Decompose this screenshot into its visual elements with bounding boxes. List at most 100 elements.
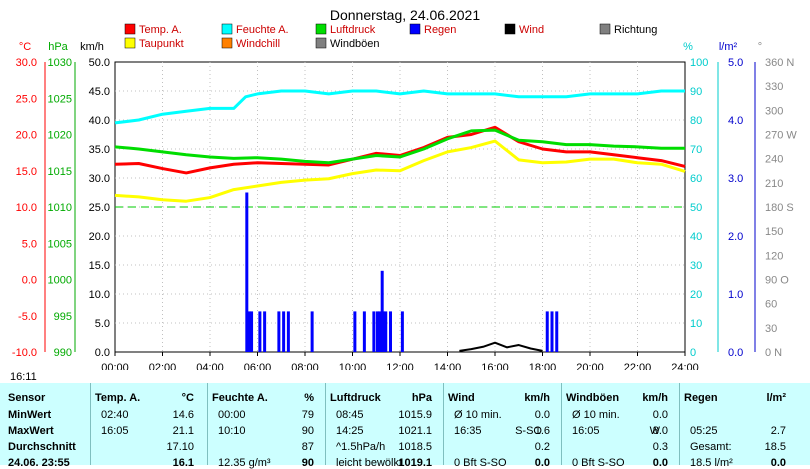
- legend-swatch: [599, 23, 611, 35]
- legend-swatch: [221, 37, 233, 49]
- axis-tick-dir: 210: [765, 178, 783, 190]
- legend-label: Luftdruck: [330, 24, 376, 36]
- axis-tick-dir: 300: [765, 105, 783, 117]
- rain-bar: [555, 311, 559, 352]
- axis-tick-temp: -5.0: [18, 311, 37, 323]
- axis-tick-rain: 2.0: [728, 231, 743, 243]
- rain-bar: [384, 311, 388, 352]
- cell-value: 18.5: [764, 441, 786, 453]
- rain-bar: [378, 311, 382, 352]
- rain-bar: [258, 311, 262, 352]
- cell-value: 2.7: [770, 425, 786, 437]
- series-line: [459, 341, 543, 352]
- cell-dir: W: [649, 425, 660, 437]
- axis-tick-wind: 0.0: [95, 347, 110, 359]
- cell-time: 16:05: [572, 425, 600, 437]
- axis-unit-press: hPa: [48, 41, 68, 53]
- cell-value: 21.1: [172, 425, 194, 437]
- axis-tick-press: 1030: [48, 57, 72, 69]
- axis-tick-hum: 10: [690, 318, 702, 330]
- axis-tick-rain: 0.0: [728, 347, 743, 359]
- cell-value: 1015.9: [398, 409, 432, 421]
- column-unit: km/h: [524, 392, 550, 404]
- legend-swatch: [221, 23, 233, 35]
- cell-value: 8.0: [652, 425, 668, 437]
- cell-value: 0.2: [534, 441, 550, 453]
- column-header: Luftdruck: [330, 392, 381, 404]
- legend-swatch: [315, 37, 327, 49]
- axis-tick-dir: 150: [765, 226, 783, 238]
- legend-swatch: [409, 23, 421, 35]
- cell-value: 0.0: [770, 457, 786, 469]
- axis-tick-dir: 30: [765, 323, 777, 335]
- chart-title: Donnerstag, 24.06.2021: [330, 7, 480, 23]
- axis-tick-wind: 15.0: [89, 260, 110, 272]
- axis-tick-temp: 0.0: [22, 275, 37, 287]
- axis-unit-temp: °C: [19, 41, 31, 53]
- column-unit: km/h: [642, 392, 668, 404]
- rain-bar: [286, 311, 290, 352]
- rain-bar: [250, 311, 254, 352]
- cell-time: 05:25: [690, 425, 718, 437]
- axis-tick-hum: 20: [690, 289, 702, 301]
- axis-tick-press: 1015: [48, 166, 72, 178]
- column-divider: [679, 383, 680, 465]
- row-label: Durchschnitt: [8, 441, 76, 453]
- cell-time: 14:25: [336, 425, 364, 437]
- cell-time: 00:00: [218, 409, 246, 421]
- rain-bar: [400, 311, 404, 352]
- rain-bar: [282, 311, 286, 352]
- cell-time: Ø 10 min.: [572, 409, 620, 421]
- cell-time: ^1.5hPa/h: [336, 441, 386, 453]
- cell-value: 0.0: [534, 409, 550, 421]
- rain-bar: [362, 311, 366, 352]
- axis-tick-rain: 5.0: [728, 57, 743, 69]
- axis-tick-hum: 100: [690, 57, 708, 69]
- rain-bar: [310, 311, 314, 352]
- grid: [114, 61, 686, 353]
- column-divider: [443, 383, 444, 465]
- axis-tick-press: 1020: [48, 130, 72, 142]
- column-unit: %: [304, 392, 314, 404]
- axis-tick-hum: 0: [690, 347, 696, 359]
- rain-bar: [353, 311, 357, 352]
- axis-tick-hum: 40: [690, 231, 702, 243]
- column-unit: °C: [181, 392, 194, 404]
- axis-tick-wind: 25.0: [89, 202, 110, 214]
- column-header: Temp. A.: [95, 392, 141, 404]
- legend-label: Richtung: [614, 24, 657, 36]
- column-header: Regen: [684, 392, 718, 404]
- legend-label: Feuchte A.: [236, 24, 289, 36]
- cell-value: 87: [301, 441, 314, 453]
- axis-tick-temp: 15.0: [16, 166, 37, 178]
- axis-tick-rain: 4.0: [728, 115, 743, 127]
- sunrise-time: 16:11: [10, 371, 37, 383]
- axis-tick-press: 990: [54, 347, 72, 359]
- legend-label: Windchill: [236, 38, 280, 50]
- axes: °C 30.0 25.0 20.0 15.0 10.0 5.0 0.0 -5.0 -10.0 hPa…: [12, 41, 797, 359]
- cell-value: 17.10: [166, 441, 194, 453]
- rain-bar: [372, 311, 376, 352]
- axis-tick-dir: 0 N: [765, 347, 782, 359]
- cell-value: 90: [301, 425, 314, 437]
- axis-tick-dir: 180 S: [765, 202, 794, 214]
- axis-tick-dir: 60: [765, 299, 777, 311]
- cell-time: 02:40: [101, 409, 129, 421]
- rain-bar: [245, 192, 249, 352]
- column-unit: hPa: [411, 392, 432, 404]
- axis-tick-wind: 50.0: [89, 57, 110, 69]
- axis-unit-rain: l/m²: [719, 41, 738, 53]
- legend-label: Wind: [519, 24, 544, 36]
- axis-tick-wind: 45.0: [89, 86, 110, 98]
- cell-time: Ø 10 min.: [454, 409, 502, 421]
- rain-bar: [545, 311, 549, 352]
- column-header: Sensor: [8, 392, 46, 404]
- cell-value: 90: [301, 457, 314, 469]
- column-header: Wind: [448, 392, 475, 404]
- summary-table: Sensor Temp. A. °C Feuchte A.% Luftdruck hPa W…: [0, 383, 810, 469]
- axis-tick-hum: 60: [690, 173, 702, 185]
- axis-unit-hum: %: [683, 41, 693, 53]
- axis-tick-hum: 70: [690, 144, 702, 156]
- axis-tick-hum: 90: [690, 86, 702, 98]
- axis-tick-dir: 120: [765, 250, 783, 262]
